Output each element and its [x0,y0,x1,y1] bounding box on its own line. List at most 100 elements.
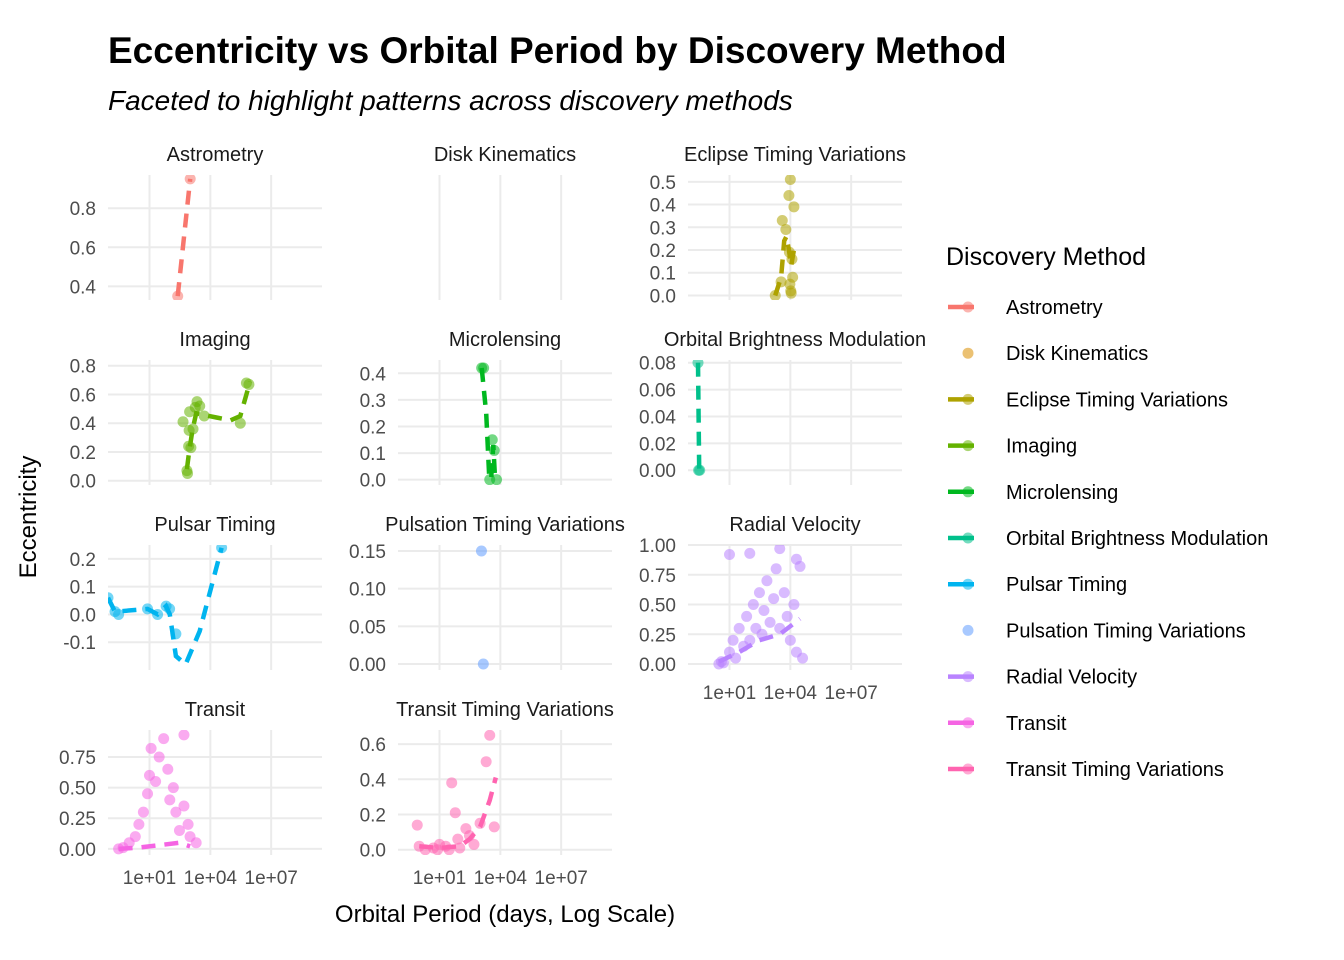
data-point [243,378,255,390]
data-point [173,824,185,836]
facet-astrometry: Astrometry 0.4 0.6 0.8 [70,144,322,300]
data-point [778,587,790,599]
y-tick-label: 0.1 [70,578,96,599]
y-tick-label: 0.1 [650,264,676,285]
y-tick-label: 0.02 [639,434,676,455]
strip-label-microlensing: Microlensing [449,329,561,351]
grid-lines [398,360,612,485]
data-point [477,658,489,670]
data-point [137,806,149,818]
y-tick-label: 0.05 [349,617,386,638]
grid-lines [438,175,563,300]
x-tick-label: 1e+07 [245,868,298,889]
trend-line-transit-timing-variations [419,776,498,851]
data-point [454,842,466,854]
data-point [730,652,742,664]
y-tick-label: 0.2 [650,241,676,262]
legend-label: Eclipse Timing Variations [1006,389,1228,411]
data-point [133,818,145,830]
y-tick-label: 0.2 [360,806,386,827]
points-eclipse-timing-variations [769,175,800,300]
data-point [733,622,745,634]
legend-key [962,624,974,636]
y-tick-label: 0.00 [639,655,676,676]
legend-label: Disk Kinematics [1006,343,1148,365]
y-tick-label: 0.06 [639,381,676,402]
facet-orbital-brightness-modulation: Orbital Brightness Modulation 0.00 0.02 0.0… [639,329,926,485]
y-tick-label: 0.25 [639,625,676,646]
data-point [234,417,246,429]
y-tick-label: 0.2 [70,443,96,464]
legend-label: Imaging [1006,436,1077,458]
legend-key [962,532,974,544]
legend-label: Astrometry [1006,297,1103,319]
data-point [744,634,756,646]
x-axis-title: Orbital Period (days, Log Scale) [335,901,675,928]
y-tick-label: 0.0 [360,841,386,862]
legend-key [962,717,974,729]
legend-item-microlensing: Microlensing [948,482,1118,504]
y-tick-label: 0.0 [70,605,96,626]
data-point [178,800,190,812]
data-point [480,756,492,768]
data-point [794,560,806,572]
data-point [142,788,154,800]
legend-label: Orbital Brightness Modulation [1006,528,1268,550]
y-axis-title: Eccentricity [15,456,42,579]
facet-radial-velocity: Radial Velocity 0.00 0.25 0.50 0.75 1.00 1e+01… [639,514,902,704]
legend-item-pulsation-timing-variations: Pulsation Timing Variations [962,620,1246,642]
data-point [764,616,776,628]
data-point [784,175,796,186]
y-tick-label: 0.4 [650,196,677,217]
legend-item-radial-velocity: Radial Velocity [948,667,1137,689]
data-point [194,400,206,412]
y-tick-label: 0.00 [639,461,676,482]
data-point [190,837,202,849]
data-point [488,821,500,833]
y-tick-label: 0.6 [70,238,96,259]
points-pulsation-timing-variations [475,545,489,670]
data-point [129,831,141,843]
points-transit-timing-variations [411,730,500,855]
data-point [784,634,796,646]
facet-grid: Astrometry 0.4 0.6 0.8 Disk Kinematics Eclips… [59,144,926,889]
data-point [788,201,800,213]
data-point [788,599,800,611]
grid-lines [108,545,322,670]
y-tick-label: 0.4 [70,277,97,298]
data-point [484,730,496,741]
strip-label-transit: Transit [185,699,246,721]
y-tick-label: -0.1 [63,633,96,654]
y-tick-label: 0.15 [349,542,386,563]
y-tick-label: 0.0 [360,471,386,492]
strip-label-pulsation-timing-variations: Pulsation Timing Variations [385,514,625,536]
strip-label-orbital-brightness-modulation: Orbital Brightness Modulation [664,329,926,351]
data-point [187,423,199,435]
grid-lines [688,360,902,485]
legend-item-transit: Transit [948,713,1067,735]
data-point [178,730,190,741]
data-point [164,794,176,806]
grid-lines [108,360,322,485]
y-tick-label: 0.2 [360,417,386,438]
y-tick-label: 0.8 [70,199,96,220]
y-tick-label: 0.1 [360,444,386,465]
trend-line-pulsar-timing [108,547,224,669]
legend-key [962,301,974,313]
strip-label-radial-velocity: Radial Velocity [729,514,860,536]
x-tick-label: 1e+01 [413,868,466,889]
y-tick-label: 0.6 [70,385,96,406]
data-point [468,838,480,850]
facet-eclipse-timing-variations: Eclipse Timing Variations 0.00.10.20.30.4… [650,144,906,307]
strip-label-disk-kinematics: Disk Kinematics [434,144,576,166]
y-tick-label: 0.2 [70,550,96,571]
data-point [432,844,444,855]
y-tick-label: 0.4 [70,414,97,435]
facet-pulsation-timing-variations: Pulsation Timing Variations 0.00 0.05 0.10 0… [349,514,625,676]
strip-label-pulsar-timing: Pulsar Timing [154,514,275,536]
facet-imaging: Imaging 0.0 0.2 0.4 0.6 0.8 [70,329,322,493]
legend-item-orbital-brightness-modulation: Orbital Brightness Modulation [948,528,1268,550]
strip-label-imaging: Imaging [179,329,250,351]
y-tick-label: 1.00 [639,536,676,557]
legend-title: Discovery Method [946,243,1146,271]
